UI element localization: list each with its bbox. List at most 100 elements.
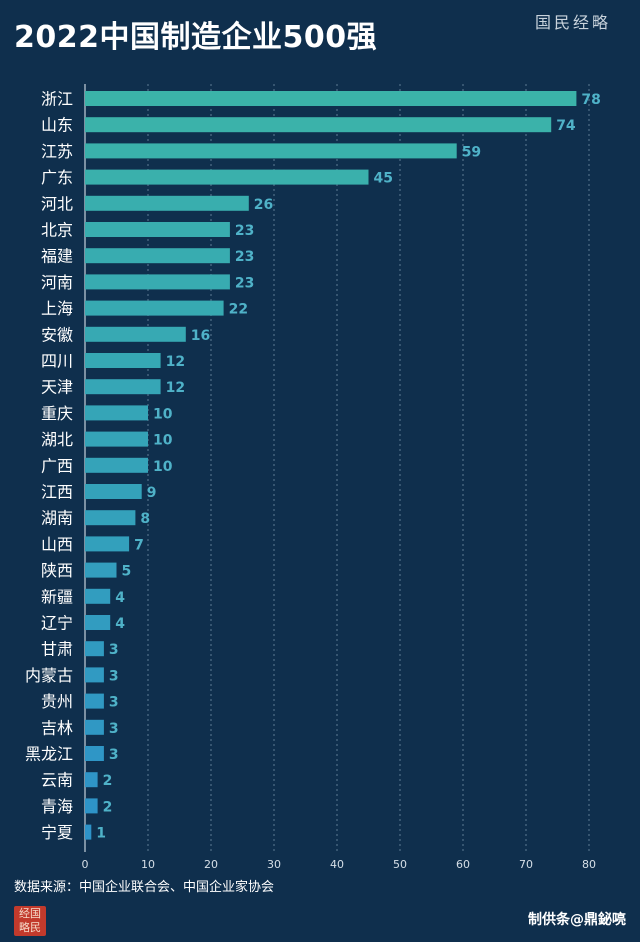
bar [85,169,369,185]
bar [85,457,148,473]
data-label: 16 [191,328,210,344]
data-label: 74 [556,118,576,134]
brand-logo: 国民经略 [534,13,611,32]
bar [85,824,92,840]
category-label: 天津 [41,378,73,397]
bar [85,274,230,290]
data-label: 4 [115,616,125,632]
x-tick-label: 50 [393,858,407,871]
category-label: 河北 [41,194,73,213]
category-label: 安徽 [41,325,73,344]
category-label: 广西 [41,456,73,475]
data-label: 3 [109,642,119,658]
x-tick-label: 30 [267,858,281,871]
bar [85,641,104,657]
category-label: 云南 [41,771,73,790]
bar [85,615,111,630]
data-label: 23 [235,249,254,265]
data-label: 10 [153,433,173,449]
data-label: 12 [166,354,185,370]
category-label: 上海 [41,299,73,318]
category-label: 陕西 [41,561,73,580]
category-label: 新疆 [41,587,73,606]
x-tick-label: 60 [456,858,470,871]
category-label: 湖北 [41,430,73,449]
x-tick-label: 0 [82,858,89,871]
x-tick-label: 80 [582,858,596,871]
data-label: 22 [229,302,248,318]
category-label: 四川 [41,352,73,371]
bar [85,719,104,735]
data-label: 5 [122,564,132,580]
bar [85,746,104,761]
category-label: 宁夏 [41,823,73,842]
data-label: 7 [134,537,144,553]
data-label: 3 [109,721,119,737]
category-label: 广东 [41,168,73,187]
bar [85,562,117,578]
bar [85,510,136,526]
bar [85,588,111,604]
bar [85,143,457,159]
data-label: 9 [147,485,157,501]
category-label: 贵州 [41,692,73,711]
data-label: 1 [96,826,106,842]
data-label: 23 [235,275,254,291]
x-tick-label: 10 [141,858,155,871]
category-label: 内蒙古 [25,666,73,685]
bar [85,326,186,342]
bar [85,667,104,683]
bar [85,300,224,316]
bar [85,431,148,447]
x-tick-label: 20 [204,858,218,871]
category-label: 湖南 [41,509,73,528]
x-tick-label: 40 [330,858,344,871]
bar [85,772,98,788]
data-label: 3 [109,668,119,684]
data-label: 8 [140,511,150,527]
category-label: 甘肃 [41,640,73,659]
bar [85,693,104,709]
data-label: 3 [109,695,119,711]
bar [85,117,552,133]
category-label: 山东 [41,116,73,135]
category-label: 福建 [41,247,73,266]
bar [85,405,148,421]
category-label: 山西 [41,535,73,554]
bar [85,91,577,106]
seal-stamp: 经国略民 [14,906,46,936]
data-label: 3 [109,747,119,763]
data-label: 12 [166,380,185,396]
bar [85,536,130,552]
data-label: 45 [374,171,393,187]
data-label: 78 [581,92,600,108]
bar [85,222,230,237]
bar [85,248,230,264]
category-label: 江西 [41,483,73,502]
category-label: 河南 [41,273,73,292]
category-label: 北京 [41,221,73,240]
footer-credit: 制供条@鼎鉍喨 [528,912,626,928]
bar [85,484,142,499]
x-tick-label: 70 [519,858,533,871]
data-label: 10 [153,406,173,422]
bar [85,379,161,395]
bar [85,195,249,211]
category-label: 青海 [41,797,73,816]
data-label: 2 [103,773,113,789]
category-label: 黑龙江 [25,745,73,764]
bar [85,798,98,814]
bar [85,353,161,368]
data-label: 10 [153,459,173,475]
data-label: 2 [103,799,113,815]
page-title: 2022中国制造企业500强 [14,20,378,55]
data-source: 数据来源：中国企业联合会、中国企业家协会 [14,880,275,895]
data-label: 23 [235,223,254,239]
category-label: 辽宁 [41,614,73,633]
category-label: 吉林 [41,718,73,737]
data-label: 26 [254,197,273,213]
category-label: 重庆 [41,404,73,423]
data-label: 4 [115,590,125,606]
data-label: 59 [462,144,481,160]
